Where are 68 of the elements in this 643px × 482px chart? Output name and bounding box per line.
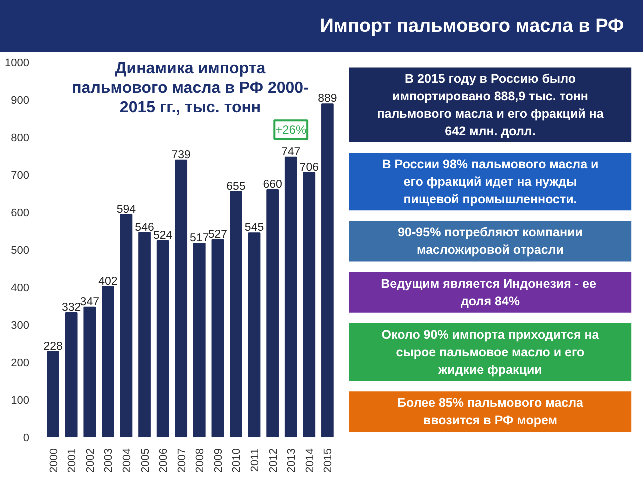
- data-label: 228: [44, 341, 63, 353]
- y-tick-label: 1000: [5, 58, 30, 70]
- text: Динамика импорта пальмового масла в РФ 2000- 2015 гг., тыс. тонн: [72, 60, 309, 117]
- data-label: 524: [153, 230, 174, 242]
- text: Ведущим является Индонезия - ее доля 84%: [381, 276, 596, 308]
- x-tick-label: 2001: [66, 448, 79, 473]
- y-tick-label: 900: [11, 95, 30, 107]
- bar: [84, 306, 96, 438]
- x-tick-label: 2002: [84, 448, 97, 473]
- x-tick-label: 2011: [250, 448, 262, 472]
- annotation: +26%: [276, 123, 307, 137]
- bar: [193, 243, 206, 438]
- data-label: 706: [300, 162, 319, 174]
- x-tick-label: 2014: [304, 448, 316, 473]
- bar: [284, 156, 298, 438]
- bar: [248, 232, 261, 438]
- data-label: 517: [190, 232, 210, 245]
- data-label: 546: [135, 222, 154, 234]
- x-tick-label: 2000: [48, 448, 60, 473]
- y-tick-label: 600: [11, 208, 30, 220]
- y-tick-label: 100: [11, 395, 30, 407]
- x-tick-label: 2015: [322, 448, 335, 473]
- data-label: 739: [172, 149, 191, 162]
- x-tick-label: 2007: [176, 448, 188, 473]
- x-tick-label: 2013: [286, 448, 298, 473]
- bar: [266, 190, 279, 438]
- y-tick-label: 700: [11, 170, 30, 182]
- bar: [212, 239, 224, 438]
- data-label: 747: [282, 146, 301, 158]
- bar: [138, 232, 151, 438]
- text: Более 85% пальмового масла ввозится в РФ морем: [398, 396, 585, 428]
- bar: [303, 172, 316, 438]
- bar: [175, 160, 188, 438]
- data-label: 655: [226, 180, 246, 193]
- y-tick-label: 800: [11, 132, 30, 144]
- x-tick-label: 2006: [158, 448, 170, 473]
- bar: [65, 312, 78, 438]
- bar: [230, 191, 242, 438]
- x-tick-label: 2004: [121, 448, 134, 473]
- data-label: 402: [98, 276, 118, 288]
- data-label: 545: [244, 222, 264, 234]
- x-tick-label: 2009: [212, 448, 225, 473]
- x-tick-label: 2005: [140, 448, 152, 473]
- y-tick-label: 200: [11, 358, 30, 370]
- bar: [120, 214, 133, 438]
- y-tick-label: 500: [11, 245, 30, 257]
- data-label: 594: [116, 204, 137, 216]
- x-tick-label: 2012: [268, 448, 280, 473]
- text: 90-95% потребляют компании масложировой отрасли: [398, 226, 583, 258]
- bar: [322, 104, 334, 438]
- y-tick-label: 0: [23, 432, 30, 444]
- data-label: 527: [208, 228, 228, 241]
- y-tick-label: 400: [11, 282, 30, 294]
- data-label: 660: [263, 179, 282, 191]
- text: В России 98% пальмового масла и его фракций идет на нужды пищевой промышленности.: [382, 157, 599, 206]
- y-tick-label: 300: [11, 320, 30, 332]
- data-label: 347: [80, 296, 100, 308]
- text: Импорт пальмового масла в РФ: [320, 16, 624, 37]
- bar: [47, 352, 60, 438]
- data-label: 332: [62, 302, 82, 314]
- data-label: 889: [318, 93, 338, 106]
- bar: [156, 240, 170, 438]
- bar: [102, 286, 114, 438]
- x-tick-label: 2010: [231, 448, 244, 473]
- x-tick-label: 2008: [194, 448, 207, 473]
- text: В 2015 году в Россию было импортировано 888,9 тыс. тонн пальмового масла и его фракций на 642 млн. долл.: [377, 72, 605, 138]
- x-tick-label: 2003: [103, 448, 116, 473]
- text: Около 90% импорта приходится на сырое пальмовое масло и его жидкие фракции: [382, 328, 600, 377]
